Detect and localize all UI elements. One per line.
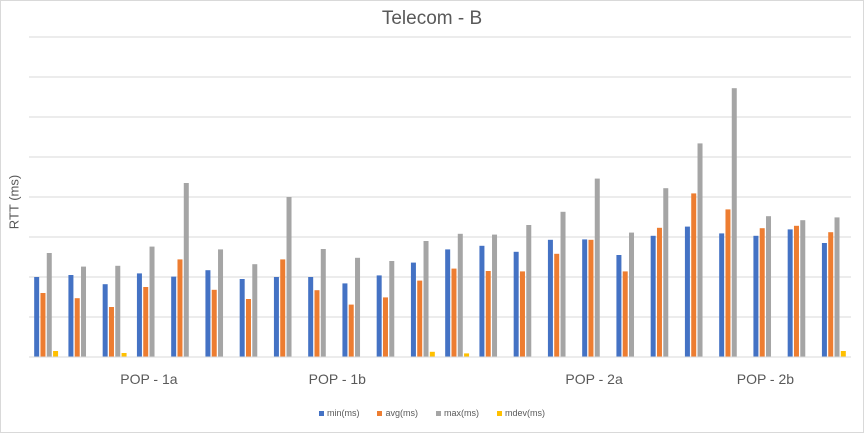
- bar-avgms: [74, 298, 80, 357]
- bar-mdevms: [121, 353, 127, 357]
- bar-avgms: [177, 259, 183, 357]
- bar-maxms: [697, 143, 703, 357]
- bar-minms: [479, 245, 485, 357]
- bar-avgms: [793, 225, 799, 357]
- bar-minms: [753, 235, 759, 357]
- bar-maxms: [149, 246, 155, 357]
- bar-avgms: [656, 227, 662, 357]
- legend-swatch: [318, 410, 324, 416]
- bar-maxms: [526, 225, 532, 357]
- bar-maxms: [183, 183, 189, 357]
- legend-label: max(ms): [444, 408, 479, 418]
- bar-avgms: [280, 259, 286, 357]
- chart-title: Telecom - B: [381, 8, 483, 29]
- bar-minms: [445, 249, 451, 357]
- bar-maxms: [731, 88, 737, 357]
- bar-avgms: [725, 209, 731, 357]
- bar-avgms: [314, 290, 320, 357]
- bar-maxms: [389, 261, 395, 357]
- bar-avgms: [40, 293, 46, 357]
- legend-swatch: [436, 410, 441, 416]
- x-category-label: POP - 1a: [120, 371, 178, 387]
- bar-avgms: [382, 297, 388, 357]
- bar-maxms: [457, 233, 463, 357]
- bar-maxms: [492, 234, 498, 357]
- bar-avgms: [417, 280, 423, 357]
- x-category-label: POP - 1b: [309, 371, 367, 387]
- bar-minms: [376, 275, 382, 357]
- bar-maxms: [594, 178, 600, 357]
- bar-maxms: [218, 249, 224, 357]
- bar-minms: [205, 270, 211, 357]
- bar-maxms: [115, 265, 121, 357]
- legend-item: max(ms): [436, 408, 479, 418]
- bar-minms: [68, 275, 74, 357]
- legend-item: avg(ms): [377, 408, 418, 418]
- legend-swatch: [377, 410, 383, 416]
- legend-label: min(ms): [326, 408, 360, 418]
- bar-minms: [616, 255, 622, 357]
- bar-avgms: [759, 228, 765, 357]
- bar-minms: [34, 277, 40, 357]
- bar-avgms: [245, 299, 251, 357]
- bar-minms: [582, 239, 588, 357]
- bar-maxms: [81, 266, 87, 357]
- bar-minms: [171, 276, 177, 357]
- bar-mdevms: [53, 351, 59, 357]
- bar-minms: [410, 262, 416, 357]
- bar-maxms: [320, 249, 326, 357]
- bar-minms: [136, 273, 142, 357]
- bar-maxms: [355, 257, 361, 357]
- legend-label: avg(ms): [385, 408, 418, 418]
- bar-avgms: [622, 271, 628, 357]
- bar-maxms: [560, 211, 566, 357]
- bar-avgms: [108, 307, 114, 357]
- x-category-label: POP - 2a: [565, 371, 623, 387]
- bar-minms: [239, 279, 245, 357]
- bar-avgms: [691, 193, 697, 357]
- bar-minms: [787, 229, 793, 357]
- bar-maxms: [800, 220, 806, 357]
- legend-item: min(ms): [318, 408, 360, 418]
- bar-avgms: [588, 239, 594, 357]
- bar-avgms: [211, 289, 217, 357]
- bar-maxms: [423, 241, 429, 357]
- bar-minms: [308, 277, 314, 357]
- bar-mdevms: [840, 351, 846, 357]
- bar-maxms: [629, 232, 635, 357]
- bar-minms: [102, 284, 108, 357]
- bar-avgms: [485, 271, 491, 357]
- bar-mdevms: [429, 351, 435, 357]
- bar-avgms: [143, 287, 149, 357]
- bar-maxms: [834, 217, 840, 357]
- legend-label: mdev(ms): [505, 408, 545, 418]
- bar-maxms: [766, 216, 772, 357]
- bar-minms: [342, 283, 348, 357]
- bar-minms: [273, 277, 279, 357]
- bar-minms: [547, 239, 553, 357]
- bar-minms: [684, 226, 690, 357]
- legend-item: mdev(ms): [497, 408, 545, 418]
- bar-maxms: [46, 253, 52, 357]
- bar-maxms: [286, 197, 292, 357]
- bar-minms: [650, 235, 656, 357]
- bar-minms: [513, 251, 519, 357]
- bar-avgms: [519, 271, 525, 357]
- bar-maxms: [663, 188, 669, 357]
- bar-maxms: [252, 264, 258, 357]
- bar-avgms: [451, 268, 457, 357]
- bar-mdevms: [464, 353, 470, 357]
- bar-avgms: [348, 304, 354, 357]
- bar-avgms: [554, 253, 560, 357]
- bar-avgms: [828, 232, 834, 357]
- chart-legend: min(ms) avg(ms) max(ms) mdev(ms): [0, 408, 864, 418]
- x-category-label: POP - 2b: [737, 371, 795, 387]
- bar-minms: [719, 233, 725, 357]
- bar-minms: [821, 243, 827, 357]
- legend-swatch: [497, 410, 502, 416]
